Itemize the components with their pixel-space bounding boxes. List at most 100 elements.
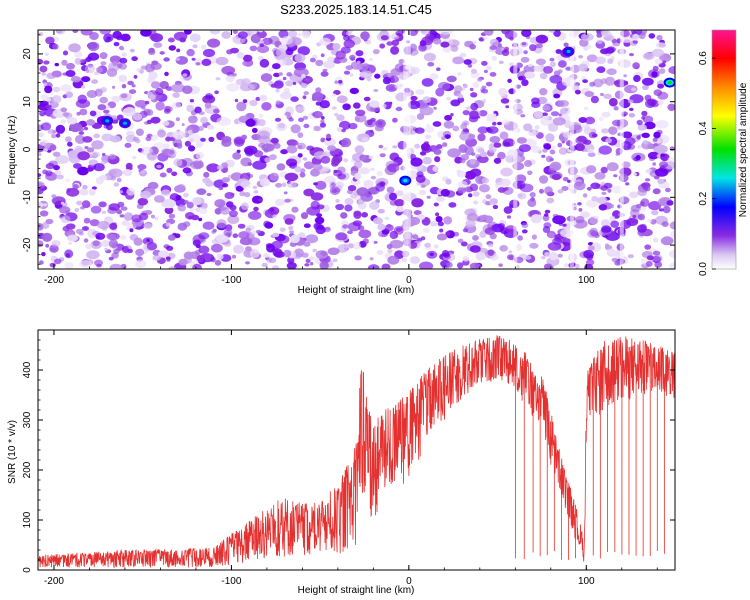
spectrogram-cell [40,94,49,101]
spectrogram-cell [596,33,603,38]
spectrogram-cell [465,220,476,228]
hotspot-core [105,119,110,123]
spectrogram-cell [480,214,488,221]
spectrogram-cell [39,110,46,117]
spectrogram-cell [232,233,239,238]
spectrogram-cell [184,140,191,147]
hotspot-core [403,178,408,183]
spectrogram-cell [396,206,405,213]
spectrogram-cell [270,137,279,144]
spectrogram-cell [221,31,231,39]
spectrogram-cell [450,113,454,117]
spectrogram-cell [379,153,386,158]
spectrogram-cell [150,30,157,36]
spectrogram-x-axis-title: Height of straight line (km) [298,285,415,296]
spectrogram-hotspots [101,46,675,186]
spectrogram-cell [101,210,106,214]
spectrogram-cell [662,235,673,245]
spectrogram-cell [81,76,91,83]
spectrogram-cell [498,60,504,64]
spectrogram-cell [78,231,84,236]
y-tick-label: -10 [22,190,33,205]
spectrogram-cell [452,125,460,132]
spectrogram-streak [513,30,518,269]
spectrogram-cell [531,145,542,154]
spectrogram-cell [288,30,298,38]
spectrogram-cell [558,60,567,68]
spectrogram-cell [51,95,62,104]
spectrogram-cell [298,117,304,123]
spectrogram-cell [637,145,642,149]
spectrogram-cell [609,204,615,209]
spectrogram-cell [421,78,434,87]
spectrogram-cell [421,30,427,34]
spectrogram-cell [600,202,613,210]
spectrogram-cell [175,57,180,61]
spectrogram-cell [477,133,486,142]
x-tick-label: 100 [578,275,595,286]
spectrogram-cell [541,154,546,158]
spectrogram-cell [275,48,286,58]
spectrogram-cell [469,87,474,92]
spectrogram-cell [485,81,493,87]
spectrogram-cell [362,137,369,143]
spectrogram-cell [86,167,94,172]
spectrogram-cell [521,42,527,46]
spectrogram-cell [604,76,616,86]
spectrogram-cell [433,202,439,207]
spectrogram-cell [651,210,659,216]
spectrogram-cell [547,242,562,251]
spectrogram-cell [121,246,130,253]
spectrogram-cell [186,48,195,57]
spectrogram-cell [457,262,464,269]
spectrogram-cell [103,109,110,114]
spectrogram-cell [252,160,267,170]
spectrogram-cell [308,256,315,261]
spectrogram-cell [581,33,594,42]
spectrogram-cell [165,86,173,91]
spectrogram-cell [54,170,62,175]
spectrogram-cell [335,198,340,203]
spectrogram-cell [184,30,192,35]
spectrogram-cell [489,143,495,147]
spectrogram-cell [419,40,427,47]
spectrogram-cell [315,180,327,190]
spectrogram-cell [95,235,101,240]
spectrogram-cell [326,133,331,139]
spectrogram-cell [65,178,70,182]
spectrogram-cell [113,41,120,47]
spectrogram-cell [529,44,537,52]
spectrogram-cell [527,63,533,67]
spectrogram-cell [654,58,663,65]
spectrogram-cell [563,42,569,48]
spectrogram-cell [520,56,530,63]
spectrogram-cell [330,182,336,188]
spectrogram-cell [377,208,385,214]
hotspot-core [122,121,127,125]
spectrogram-cell [230,47,239,54]
spectrogram-cell [484,30,494,36]
spectrogram-cell [207,38,221,48]
spectrogram-cell [101,160,107,165]
spectrogram-cell [595,56,606,65]
spectrogram-cell [350,193,358,199]
spectrogram-cell [186,201,194,209]
spectrogram-cell [329,186,341,195]
spectrogram-cell [365,40,372,45]
spectrogram-cell [446,262,453,268]
spectrogram-cell [488,147,497,153]
spectrogram-cell [433,38,442,45]
spectrogram-cell [91,79,99,84]
spectrogram-cell [587,152,596,158]
spectrogram-cell [584,91,595,97]
spectrogram-cell [46,72,56,80]
spectrogram-cell [558,100,569,107]
spectrogram-cell [509,204,513,208]
spectrogram-cell [562,176,569,182]
spectrogram-cell [659,161,668,169]
spectrogram-cell [438,81,451,91]
spectrogram-cell [542,104,551,111]
spectrogram-cell [91,151,101,158]
spectrogram-cell [108,203,120,211]
spectrogram-cell [74,134,86,144]
